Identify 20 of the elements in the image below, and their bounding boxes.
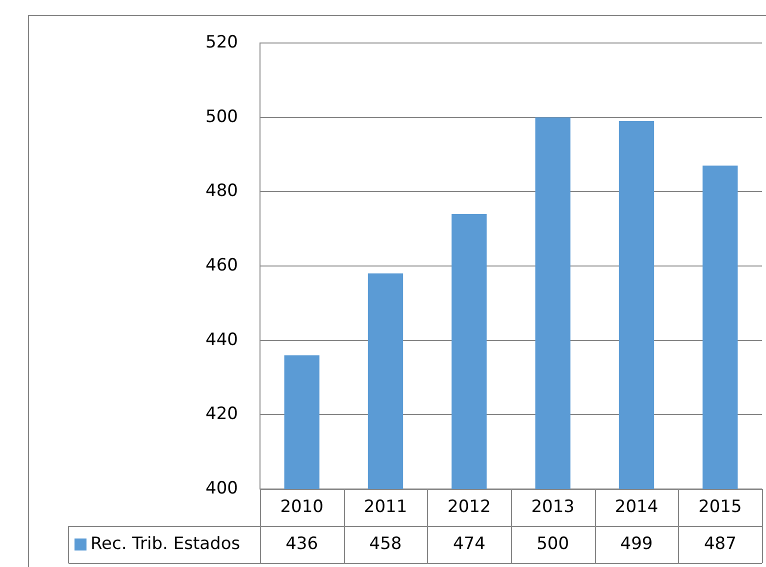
x-tick-label: 2014 — [614, 496, 658, 517]
data-label: 436 — [286, 534, 318, 554]
x-tick-label: 2011 — [364, 496, 408, 517]
y-tick-label: 420 — [206, 404, 238, 424]
data-label: 474 — [452, 534, 486, 554]
data-label: 500 — [536, 534, 570, 554]
x-tick-label: 2013 — [531, 496, 574, 517]
x-tick-label: 2012 — [448, 496, 491, 517]
y-tick-label: 520 — [206, 32, 238, 52]
data-label: 499 — [620, 534, 653, 554]
x-tick-label: 2015 — [698, 496, 742, 517]
data-label: 487 — [704, 534, 736, 554]
y-tick-label: 500 — [206, 106, 238, 127]
y-tick-label: 440 — [206, 330, 238, 350]
y-tick-label: 480 — [206, 181, 238, 202]
legend-label: Rec. Trib. Estados — [90, 534, 240, 554]
data-label: 458 — [369, 534, 402, 554]
y-tick-label: 460 — [206, 255, 238, 276]
x-tick-label: 2010 — [280, 496, 324, 517]
y-tick-label: 400 — [206, 478, 238, 498]
